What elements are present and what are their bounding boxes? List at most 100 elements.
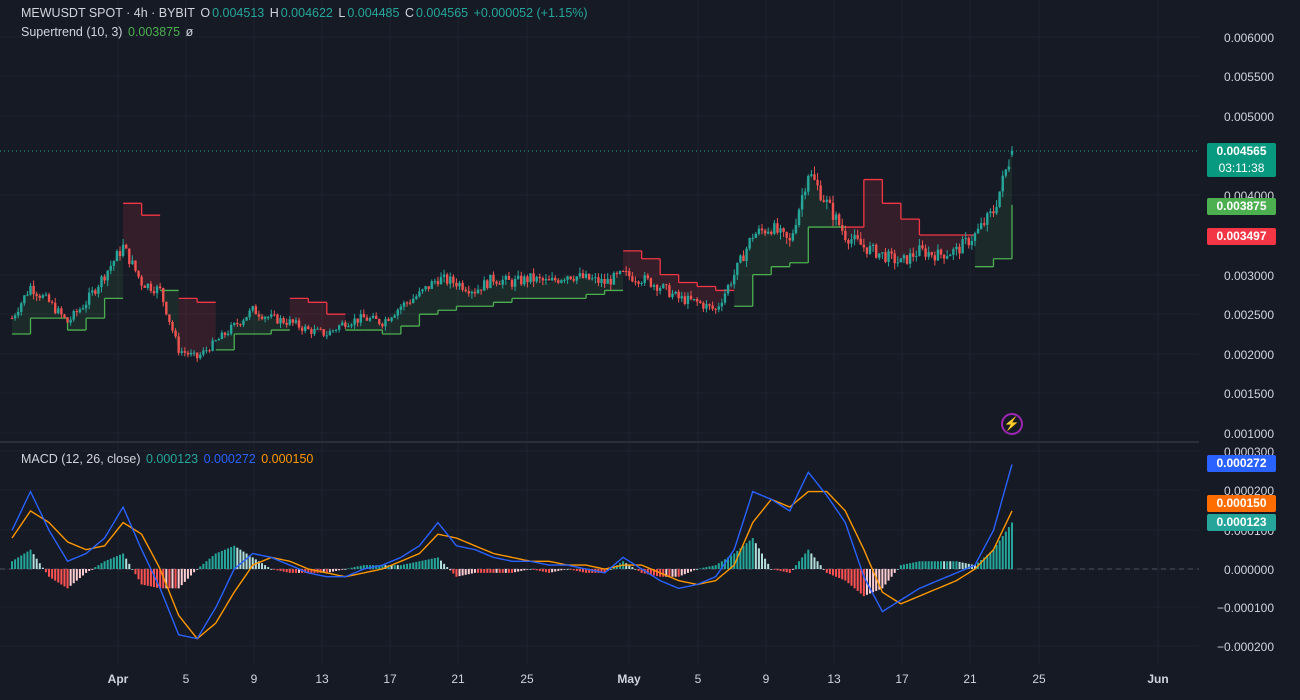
candle-body bbox=[458, 282, 461, 287]
histogram-bar bbox=[711, 565, 714, 569]
candle-body bbox=[316, 328, 319, 330]
histogram-bar bbox=[887, 569, 890, 581]
histogram-bar bbox=[470, 569, 473, 574]
histogram-bar bbox=[560, 569, 563, 571]
macd-legend[interactable]: MACD (12, 26, close) 0.000123 0.000272 0… bbox=[21, 452, 315, 466]
candle-body bbox=[381, 323, 384, 327]
histogram-bar bbox=[569, 569, 572, 570]
histogram-bar bbox=[211, 556, 214, 569]
histogram-bar bbox=[115, 556, 118, 569]
candle-body bbox=[967, 238, 970, 246]
time-label: 13 bbox=[827, 672, 841, 686]
histogram-bar bbox=[399, 565, 402, 569]
histogram-bar bbox=[754, 543, 757, 569]
histogram-bar bbox=[430, 558, 433, 569]
histogram-bar bbox=[671, 569, 674, 577]
candle-body bbox=[893, 253, 896, 264]
histogram-bar bbox=[322, 569, 325, 573]
supertrend-legend[interactable]: Supertrend (10, 3) 0.003875 ø bbox=[21, 25, 195, 39]
histogram-bar bbox=[137, 569, 140, 580]
histogram-bar bbox=[788, 569, 791, 573]
histogram-bar bbox=[412, 562, 415, 569]
candle-body bbox=[992, 211, 995, 214]
candle-body bbox=[520, 275, 523, 285]
histogram-bar bbox=[464, 569, 467, 575]
candle-body bbox=[384, 319, 387, 327]
candle-body bbox=[192, 352, 196, 354]
supertrend-band bbox=[437, 278, 457, 311]
lightning-icon[interactable]: ⚡ bbox=[1001, 413, 1023, 435]
supertrend-band bbox=[289, 298, 309, 331]
candle-body bbox=[408, 302, 412, 304]
histogram-bar bbox=[881, 569, 884, 589]
supertrend-band bbox=[86, 274, 105, 319]
histogram-bar bbox=[727, 557, 730, 569]
histogram-bar bbox=[344, 569, 347, 570]
histogram-bar bbox=[251, 557, 254, 569]
candle-body bbox=[75, 311, 79, 313]
candle-body bbox=[115, 251, 119, 262]
low-value: 0.004485 bbox=[347, 6, 400, 20]
histogram-bar bbox=[54, 569, 57, 581]
candle-body bbox=[10, 318, 14, 320]
candle-body bbox=[442, 274, 446, 277]
histogram-bar bbox=[44, 569, 47, 573]
candle-body bbox=[788, 237, 791, 241]
candle-body bbox=[239, 324, 242, 326]
symbol-title[interactable]: MEWUSDT SPOT · 4h · BYBIT bbox=[21, 6, 195, 20]
histogram-bar bbox=[143, 569, 146, 586]
histogram-bar bbox=[63, 569, 66, 587]
histogram-bar bbox=[816, 561, 819, 569]
histogram-bar bbox=[427, 559, 430, 569]
candle-body bbox=[578, 273, 582, 277]
histogram-bar bbox=[504, 569, 507, 573]
candle-body bbox=[970, 240, 974, 246]
histogram-bar bbox=[964, 563, 967, 569]
histogram-bar bbox=[940, 561, 943, 569]
candle-body bbox=[878, 253, 881, 258]
candle-body bbox=[365, 317, 369, 321]
histogram-bar bbox=[393, 565, 396, 569]
candle-body bbox=[868, 245, 872, 254]
histogram-bar bbox=[656, 569, 659, 577]
histogram-bar bbox=[872, 569, 875, 593]
histogram-bar bbox=[548, 569, 551, 573]
histogram-bar bbox=[325, 569, 328, 573]
candle-body bbox=[467, 291, 470, 294]
histogram-bar bbox=[992, 549, 995, 569]
candle-body bbox=[202, 350, 205, 355]
histogram-bar bbox=[134, 569, 137, 575]
supertrend-down-badge: 0.003497 bbox=[1207, 228, 1276, 245]
histogram-bar bbox=[78, 569, 81, 579]
time-label: 13 bbox=[315, 672, 329, 686]
histogram-bar bbox=[196, 569, 199, 570]
histogram-bar bbox=[66, 569, 69, 589]
candle-body bbox=[773, 223, 776, 234]
candle-body bbox=[13, 315, 17, 319]
macd-lines bbox=[11, 464, 1013, 640]
histogram-bar bbox=[804, 553, 807, 569]
histogram-bar bbox=[338, 569, 341, 571]
candle-body bbox=[402, 302, 406, 307]
histogram-bar bbox=[1004, 531, 1007, 569]
histogram-bar bbox=[214, 553, 217, 569]
candle-body bbox=[550, 277, 554, 281]
histogram-bar bbox=[501, 569, 504, 573]
candle-body bbox=[939, 249, 943, 255]
candle-body bbox=[476, 289, 480, 294]
histogram-bar bbox=[310, 569, 313, 573]
candle-body bbox=[847, 239, 850, 244]
candle-body bbox=[263, 317, 267, 319]
candle-body bbox=[84, 304, 88, 309]
candle-body bbox=[952, 249, 955, 255]
histogram-bar bbox=[764, 558, 767, 569]
supertrend-band bbox=[882, 203, 901, 263]
histogram-bar bbox=[424, 559, 427, 569]
histogram-bar bbox=[378, 565, 381, 569]
candle-body bbox=[584, 273, 588, 278]
candle-body bbox=[97, 287, 100, 294]
histogram-bar bbox=[989, 552, 992, 569]
supertrend-band bbox=[623, 250, 642, 279]
histogram-bar bbox=[261, 563, 263, 569]
